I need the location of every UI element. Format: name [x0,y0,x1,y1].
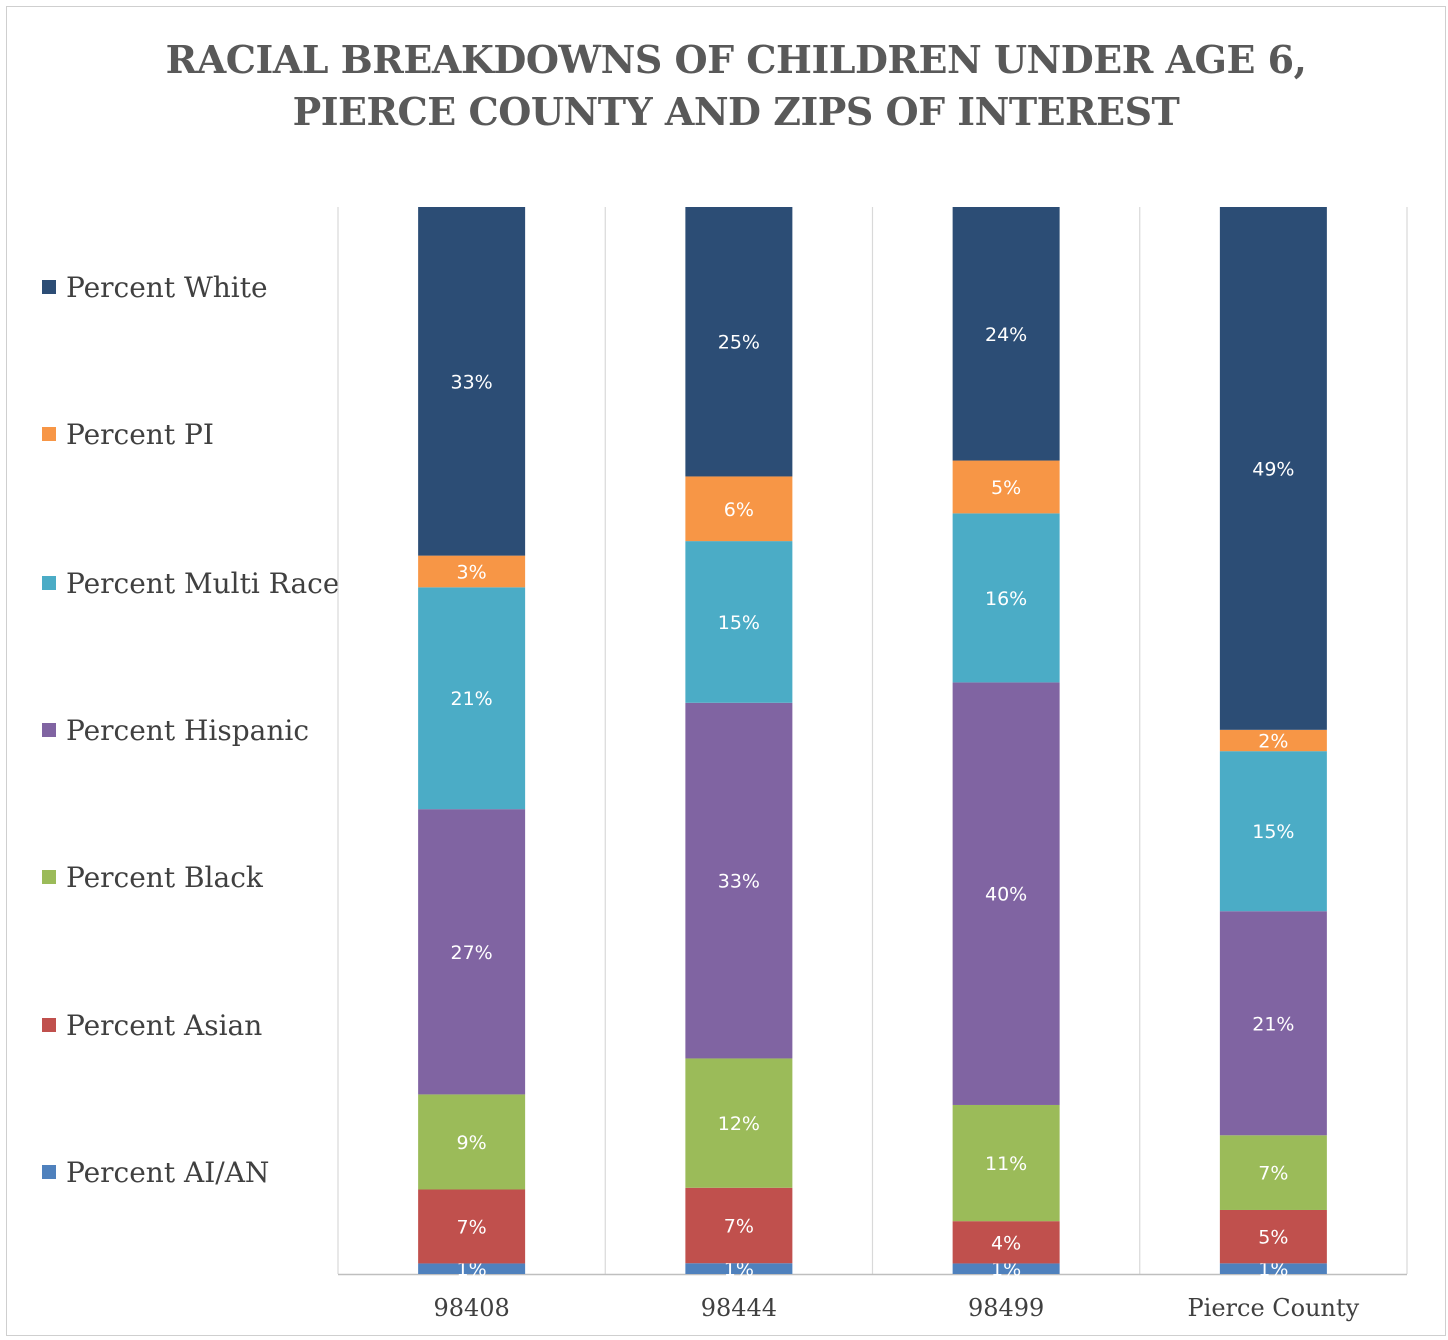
bar-segment-percent-ai-an [952,1263,1060,1274]
data-label-percent-asian: 7% [457,1216,487,1238]
data-label-percent-pi: 2% [1258,731,1288,753]
data-label-percent-black: 12% [718,1113,760,1135]
data-label-percent-black: 9% [457,1132,487,1154]
x-tick-label: 98444 [701,1294,777,1322]
legend-swatch [42,427,56,441]
data-label-percent-hispanic: 27% [451,942,493,964]
data-label-percent-white: 33% [451,371,493,393]
bar-segment-percent-asian [952,1221,1060,1264]
bar-segment-percent-multi-race [418,587,526,810]
data-label-percent-hispanic: 40% [985,884,1027,906]
x-tick-label: 98408 [433,1294,509,1322]
bar-segment-percent-hispanic [418,809,526,1095]
bar-segment-percent-multi-race [1219,751,1327,912]
data-label-percent-multi-race: 15% [1252,821,1294,843]
x-tick-label: Pierce County [1188,1294,1360,1322]
bar-segment-percent-pi [952,460,1060,514]
bar-segment-percent-hispanic [685,702,793,1059]
data-label-percent-ai-an: 1% [991,1259,1021,1281]
legend-label: Percent AI/AN [66,1155,270,1189]
data-label-percent-pi: 6% [724,499,754,521]
legend-swatch [42,280,56,294]
legend-swatch [42,870,56,884]
legend-label: Percent Black [66,860,263,894]
bar-segment-percent-black [952,1104,1060,1222]
bar-segment-percent-pi [685,476,793,542]
data-label-percent-white: 25% [718,332,760,354]
data-label-percent-ai-an: 1% [1258,1259,1288,1281]
bar-segment-percent-ai-an [418,1263,526,1274]
legend-swatch [42,576,56,590]
bar-segment-percent-multi-race [952,513,1060,683]
data-label-percent-asian: 5% [1258,1227,1288,1249]
bar-segment-percent-ai-an [1219,1263,1327,1274]
data-label-percent-asian: 7% [724,1216,754,1238]
bar-segment-percent-multi-race [685,541,793,703]
data-label-percent-ai-an: 1% [457,1259,487,1281]
data-label-percent-multi-race: 15% [718,612,760,634]
data-label-percent-white: 49% [1252,458,1294,480]
legend-swatch [42,1018,56,1032]
data-label-percent-hispanic: 33% [718,871,760,893]
bar-segment-percent-white [685,207,793,477]
bar-segment-percent-black [1219,1135,1327,1210]
chart-legend: Percent White Percent PI Percent Multi Rac… [42,0,342,1340]
legend-label: Percent Asian [66,1008,263,1042]
legend-label: Percent Multi Race [66,566,340,600]
legend-label: Percent White [66,270,268,304]
legend-item-percent-white: Percent White [42,267,268,307]
legend-item-percent-hispanic: Percent Hispanic [42,710,309,750]
bar-segment-percent-hispanic [1219,911,1327,1136]
bar-segment-percent-asian [1219,1209,1327,1264]
data-label-percent-pi: 5% [991,477,1021,499]
bar-segment-percent-black [685,1058,793,1188]
bar-segment-percent-black [418,1094,526,1190]
x-tick-label: 98499 [968,1294,1044,1322]
bar-segment-percent-asian [418,1189,526,1264]
data-label-percent-ai-an: 1% [724,1259,754,1281]
legend-item-percent-asian: Percent Asian [42,1005,262,1045]
legend-swatch [42,1165,56,1179]
bar-segment-percent-hispanic [952,682,1060,1105]
bar-segment-percent-asian [685,1187,793,1264]
legend-item-percent-pi: Percent PI [42,414,214,454]
data-label-percent-black: 7% [1258,1163,1288,1185]
data-label-percent-multi-race: 21% [451,688,493,710]
data-label-percent-asian: 4% [991,1232,1021,1254]
bar-segment-percent-white [418,207,526,556]
legend-item-percent-multi-race: Percent Multi Race [42,563,339,603]
chart-title-line-2: PIERCE COUNTY AND ZIPS OF INTEREST [292,89,1180,134]
data-label-percent-white: 24% [985,324,1027,346]
legend-label: Percent PI [66,417,214,451]
legend-label: Percent Hispanic [66,713,310,747]
data-label-percent-hispanic: 21% [1252,1013,1294,1035]
legend-swatch [42,723,56,737]
bar-segment-percent-white [1219,207,1327,730]
legend-item-percent-black: Percent Black [42,857,263,897]
bar-segment-percent-pi [1219,729,1327,752]
data-label-percent-pi: 3% [457,561,487,583]
bar-segment-percent-ai-an [685,1263,793,1274]
legend-item-percent-ai-an: Percent AI/AN [42,1152,269,1192]
data-label-percent-multi-race: 16% [985,588,1027,610]
bar-segment-percent-pi [418,555,526,588]
bar-segment-percent-white [952,207,1060,461]
data-label-percent-black: 11% [985,1153,1027,1175]
chart-title-line-1: RACIAL BREAKDOWNS OF CHILDREN UNDER AGE … [165,37,1307,82]
chart-title: RACIAL BREAKDOWNS OF CHILDREN UNDER AGE … [0,34,1448,138]
